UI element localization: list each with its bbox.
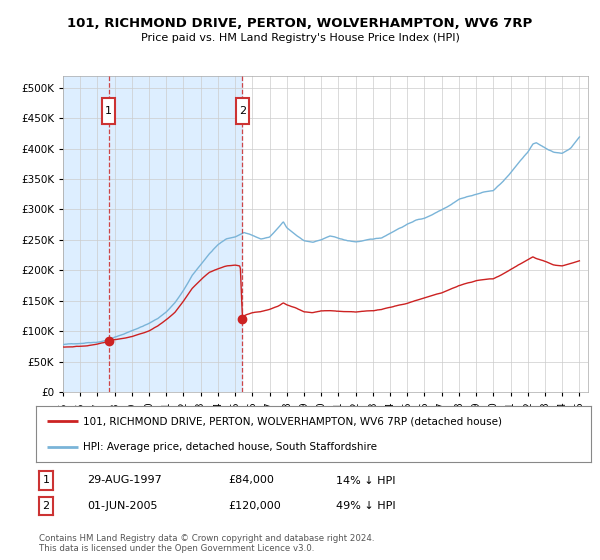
Text: 2: 2 <box>239 106 246 116</box>
FancyBboxPatch shape <box>236 97 249 124</box>
Text: £120,000: £120,000 <box>228 501 281 511</box>
Text: 101, RICHMOND DRIVE, PERTON, WOLVERHAMPTON, WV6 7RP (detached house): 101, RICHMOND DRIVE, PERTON, WOLVERHAMPT… <box>83 416 502 426</box>
Text: Price paid vs. HM Land Registry's House Price Index (HPI): Price paid vs. HM Land Registry's House … <box>140 32 460 43</box>
Text: 29-AUG-1997: 29-AUG-1997 <box>87 475 162 486</box>
Text: HPI: Average price, detached house, South Staffordshire: HPI: Average price, detached house, Sout… <box>83 442 377 452</box>
Text: 14% ↓ HPI: 14% ↓ HPI <box>336 475 395 486</box>
Text: 101, RICHMOND DRIVE, PERTON, WOLVERHAMPTON, WV6 7RP: 101, RICHMOND DRIVE, PERTON, WOLVERHAMPT… <box>67 17 533 30</box>
Text: 49% ↓ HPI: 49% ↓ HPI <box>336 501 395 511</box>
Text: 2: 2 <box>43 501 49 511</box>
Text: 1: 1 <box>43 475 49 486</box>
FancyBboxPatch shape <box>102 97 115 124</box>
Text: 1: 1 <box>105 106 112 116</box>
Bar <box>63 76 242 392</box>
Text: 01-JUN-2005: 01-JUN-2005 <box>87 501 157 511</box>
Text: £84,000: £84,000 <box>228 475 274 486</box>
Text: Contains HM Land Registry data © Crown copyright and database right 2024.
This d: Contains HM Land Registry data © Crown c… <box>39 534 374 553</box>
